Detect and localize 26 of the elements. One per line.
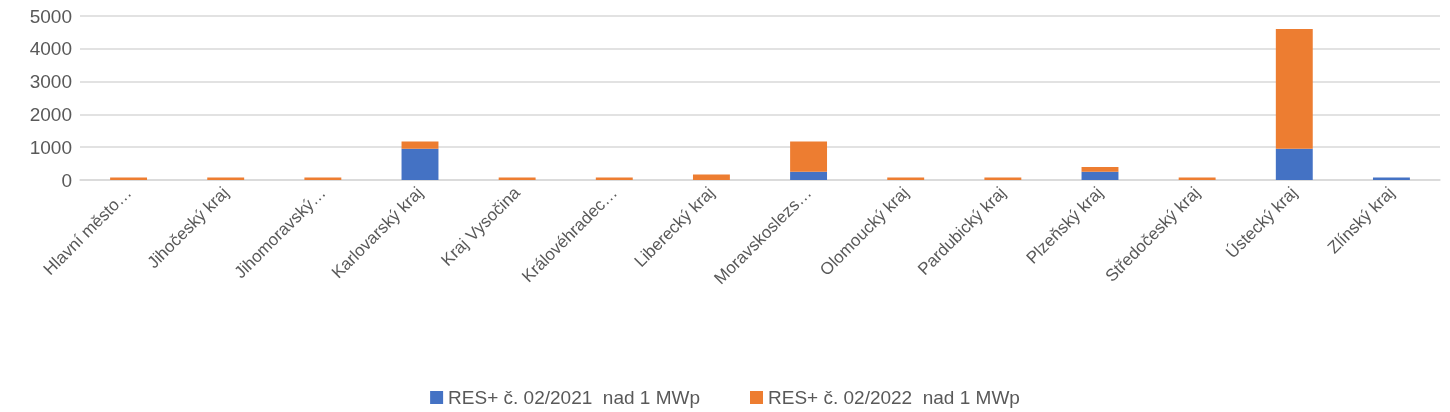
bar: [692, 174, 730, 180]
legend-label: RES+ č. 02/2022 nad 1 MWp: [768, 387, 1020, 408]
bar: [790, 171, 828, 180]
bar: [498, 177, 536, 180]
bar: [1275, 148, 1313, 180]
bar: [207, 177, 245, 180]
bar: [1178, 177, 1216, 180]
y-tick-label: 1000: [29, 136, 72, 158]
bar: [1275, 29, 1313, 149]
bar: [401, 148, 439, 180]
legend-label: RES+ č. 02/2021 nad 1 MWp: [448, 387, 700, 408]
bar: [1081, 171, 1119, 180]
bar: [595, 177, 633, 180]
y-tick-label: 5000: [29, 5, 72, 27]
bar: [110, 177, 148, 180]
bar: [304, 177, 342, 180]
bar: [1372, 177, 1410, 180]
bar: [1081, 166, 1119, 172]
y-tick-label: 0: [61, 169, 72, 191]
bar: [887, 177, 925, 180]
y-tick-label: 2000: [29, 103, 72, 125]
bar: [984, 177, 1022, 180]
bar: [401, 141, 439, 149]
y-tick-label: 3000: [29, 71, 72, 93]
y-tick-label: 4000: [29, 38, 72, 60]
bar: [790, 141, 828, 172]
